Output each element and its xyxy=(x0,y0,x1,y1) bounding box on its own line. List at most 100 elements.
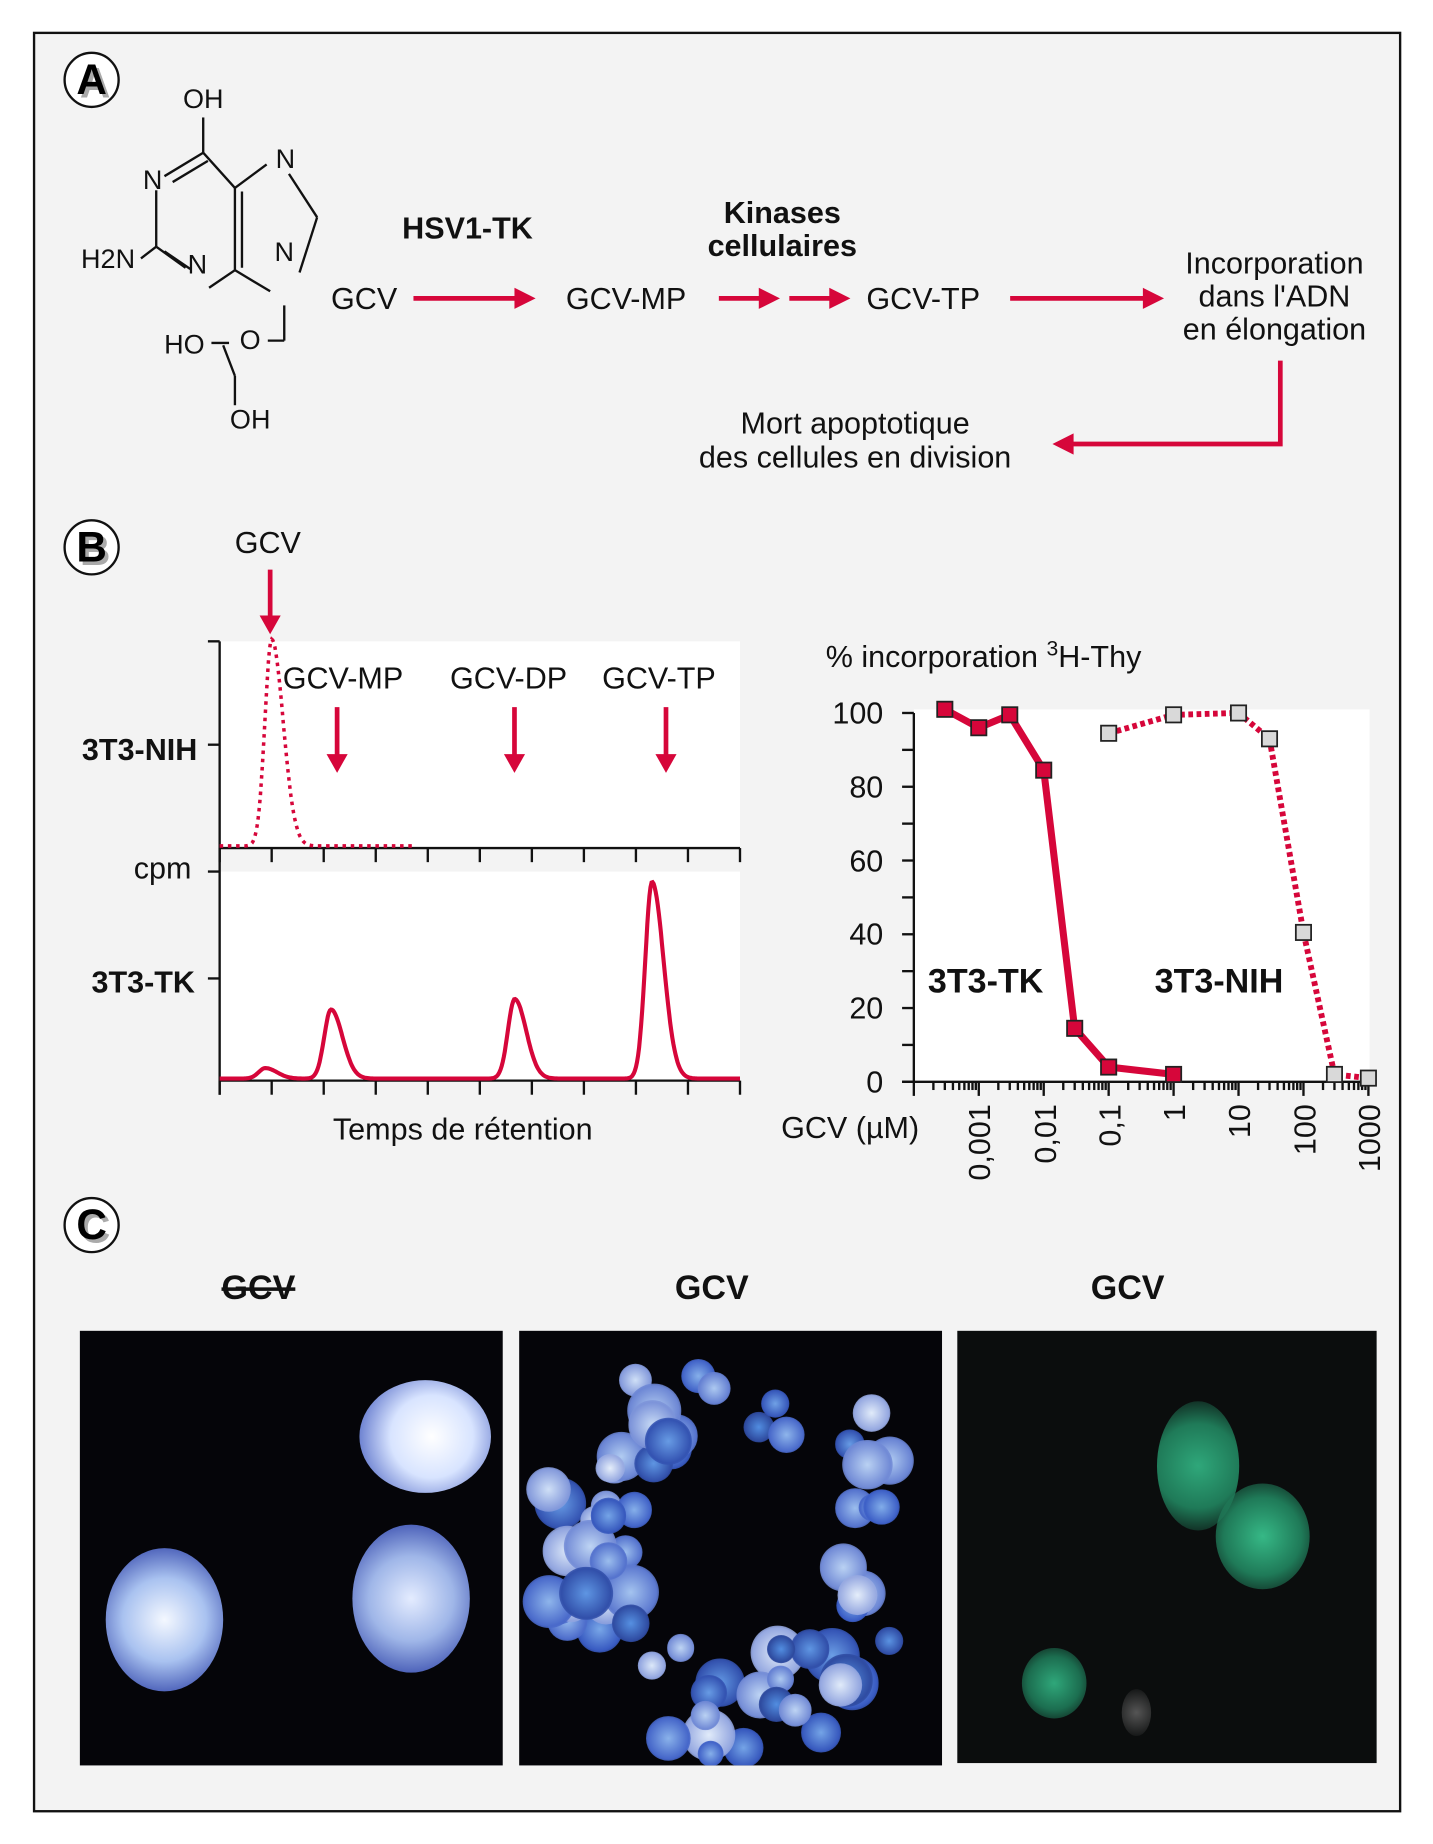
apoptotic-body xyxy=(690,1700,721,1731)
caption-gcv: GCV xyxy=(674,1269,749,1308)
apoptotic-body xyxy=(612,1604,650,1643)
atom-oh: OH xyxy=(182,83,224,114)
data-point-3t3-nih xyxy=(1230,704,1248,722)
atom-n3: N xyxy=(187,249,208,280)
apoptotic-body xyxy=(837,1575,878,1616)
trace-3t3-nih xyxy=(219,636,417,848)
apoptotic-body xyxy=(637,1651,667,1680)
dose-x-tick-label: 100 xyxy=(1287,1104,1323,1156)
death-line1: Mort apoptotique xyxy=(740,405,970,441)
incorporation-line2: dans l'ADN xyxy=(1198,278,1351,314)
atom-oh-bottom: OH xyxy=(229,404,271,435)
apoptotic-body xyxy=(778,1693,812,1727)
row-label-3t3-tk: 3T3-TK xyxy=(91,964,195,1000)
apoptotic-body xyxy=(818,1663,863,1708)
compound-gcv-tp: GCV-TP xyxy=(866,280,981,316)
dose-y-tick-label: 20 xyxy=(849,990,884,1026)
panel-c-label: C xyxy=(63,1196,120,1254)
data-point-3t3-nih xyxy=(1165,706,1183,724)
apoptotic-body xyxy=(852,1394,890,1433)
chromatogram-top-plot-area xyxy=(219,641,740,849)
apoptotic-body xyxy=(559,1566,613,1621)
data-point-3t3-tk xyxy=(1001,706,1019,724)
reaction-arrows xyxy=(413,287,1283,455)
death-line2: des cellules en division xyxy=(698,439,1012,475)
enzyme-hsv1-tk: HSV1-TK xyxy=(402,210,533,246)
peak-label-gcv-tp: GCV-TP xyxy=(602,660,716,696)
incorporation-line3: en élongation xyxy=(1182,311,1367,347)
y-unit-cpm: cpm xyxy=(133,850,192,886)
data-point-3t3-tk xyxy=(1165,1065,1183,1083)
row-label-3t3-nih: 3T3-NIH xyxy=(81,731,198,768)
dose-y-tick-label: 60 xyxy=(849,842,884,879)
photo-apoptotic-cells xyxy=(519,1330,943,1766)
dose-x-tick-label: 0,01 xyxy=(1027,1104,1063,1164)
series-label-3t3-tk: 3T3-TK xyxy=(927,963,1044,1001)
data-point-3t3-nih xyxy=(1359,1069,1377,1087)
apoptotic-body xyxy=(590,1497,627,1535)
peak-arrowhead xyxy=(259,615,281,635)
apoptotic-body xyxy=(842,1439,893,1490)
apoptotic-body xyxy=(526,1466,572,1512)
compound-gcv-mp: GCV-MP xyxy=(565,280,687,316)
caption-gcv-tunel: GCV xyxy=(1090,1269,1165,1308)
data-point-3t3-nih xyxy=(1100,724,1118,742)
photo-tunel-green-cells xyxy=(957,1330,1377,1764)
dose-x-tick-label: 10 xyxy=(1222,1104,1258,1139)
peak-arrowhead xyxy=(655,754,677,773)
apoptotic-body xyxy=(767,1634,796,1663)
apoptotic-body xyxy=(789,1629,830,1669)
dose-y-tick-label: 100 xyxy=(832,695,884,731)
panel-b-label: B xyxy=(63,519,120,576)
dose-y-tick-label: 40 xyxy=(849,916,884,952)
x-axis-label-retention: Temps de rétention xyxy=(332,1111,593,1147)
apoptotic-body xyxy=(646,1716,691,1761)
data-point-3t3-tk xyxy=(970,719,988,737)
apoptotic-body xyxy=(768,1416,806,1453)
peak-arrowhead xyxy=(326,754,348,773)
chromatogram-bottom-plot-area xyxy=(219,871,740,1081)
data-point-3t3-tk xyxy=(1035,761,1053,779)
data-point-3t3-tk xyxy=(1066,1019,1084,1037)
peak-label-gcv-dp: GCV-DP xyxy=(450,660,568,696)
photo-untreated-nuclei xyxy=(79,1330,503,1766)
peak-label-gcv-mp: GCV-MP xyxy=(282,660,404,696)
dose-x-tick-label: 1000 xyxy=(1351,1104,1388,1173)
atom-nh2: H2N xyxy=(81,243,136,274)
series-label-3t3-nih: 3T3-NIH xyxy=(1154,963,1284,1001)
apoptotic-body xyxy=(760,1389,790,1418)
dose-y-tick-label: 80 xyxy=(849,769,884,805)
arrow-dna-to-death xyxy=(1071,360,1283,447)
apoptotic-body xyxy=(875,1626,904,1656)
data-point-3t3-nih xyxy=(1260,730,1279,748)
panel-a-label: A xyxy=(63,51,120,109)
gcv-arrow-label: GCV xyxy=(234,525,301,561)
incorporation-line1: Incorporation xyxy=(1185,245,1364,281)
dose-x-tick-label: 0,1 xyxy=(1092,1104,1128,1147)
apoptotic-body xyxy=(666,1634,695,1662)
caption-no-gcv: GCV xyxy=(221,1269,296,1308)
apoptotic-body xyxy=(645,1418,692,1465)
trace-3t3-tk xyxy=(219,879,740,1081)
data-point-3t3-nih xyxy=(1325,1065,1343,1083)
apoptotic-body xyxy=(596,1453,625,1483)
atom-n1: N xyxy=(142,164,163,195)
apoptotic-body xyxy=(863,1488,900,1525)
atom-ho: HO xyxy=(164,328,205,360)
atom-n9: N xyxy=(274,236,295,267)
data-point-3t3-tk xyxy=(1100,1058,1118,1076)
enzyme-kinases-line1: Kinases xyxy=(723,194,841,231)
data-point-3t3-tk xyxy=(936,700,954,718)
dose-plot-area xyxy=(913,709,1370,1082)
atom-n7: N xyxy=(275,143,296,174)
apoptotic-body xyxy=(698,1741,725,1766)
x-axis-label-gcv: GCV (µM) xyxy=(781,1109,920,1146)
enzyme-kinases-line2: cellulaires xyxy=(707,227,857,264)
peak-arrowhead xyxy=(503,754,526,773)
dose-y-tick-label: 0 xyxy=(866,1064,884,1100)
dose-x-tick-label: 0,001 xyxy=(962,1104,998,1181)
compound-gcv: GCV xyxy=(331,280,398,316)
